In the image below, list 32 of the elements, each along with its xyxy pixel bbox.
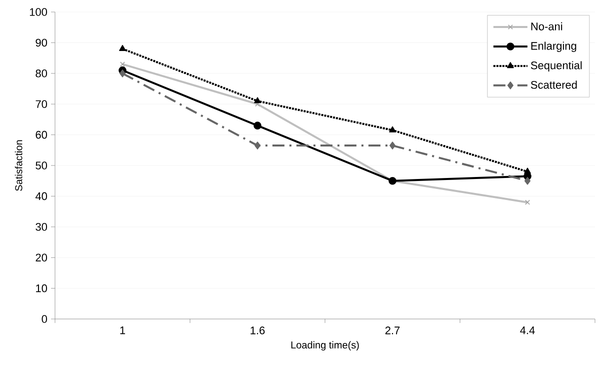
legend-label: No-ani <box>531 22 562 30</box>
y-tick-label: 10 <box>36 284 48 292</box>
point <box>254 142 261 150</box>
y-tick-label: 50 <box>36 162 48 170</box>
point <box>254 97 261 104</box>
y-tick-label: 40 <box>35 192 48 200</box>
y-tick-label: 30 <box>36 223 48 231</box>
y-tick-label: 80 <box>36 70 48 78</box>
point <box>524 168 531 174</box>
y-tick-label: 0 <box>42 315 48 323</box>
y-tick-label: 100 <box>30 8 48 16</box>
point <box>254 122 262 130</box>
x-tick-label: 1.6 <box>250 326 265 334</box>
y-axis-title: Satisfaction <box>14 140 22 191</box>
point <box>389 142 396 150</box>
point <box>119 69 126 78</box>
y-tick-label: 70 <box>36 100 48 108</box>
x-tick-label: 1 <box>120 326 126 334</box>
x-tick-label: 2.7 <box>385 326 400 334</box>
point <box>524 200 530 205</box>
legend-label: Sequential <box>530 61 582 72</box>
y-tick-label: 60 <box>36 130 48 139</box>
y-tick-label: 90 <box>36 38 48 47</box>
point <box>120 62 126 67</box>
legend-label: Scattered <box>530 80 577 89</box>
point <box>524 176 531 185</box>
point <box>119 44 126 51</box>
x-axis-title: Loading time(s) <box>291 341 359 350</box>
legend-label: Enlarging <box>531 42 576 52</box>
x-tick-label: 4.4 <box>520 326 535 334</box>
point <box>389 126 396 132</box>
y-tick-label: 20 <box>36 254 48 262</box>
